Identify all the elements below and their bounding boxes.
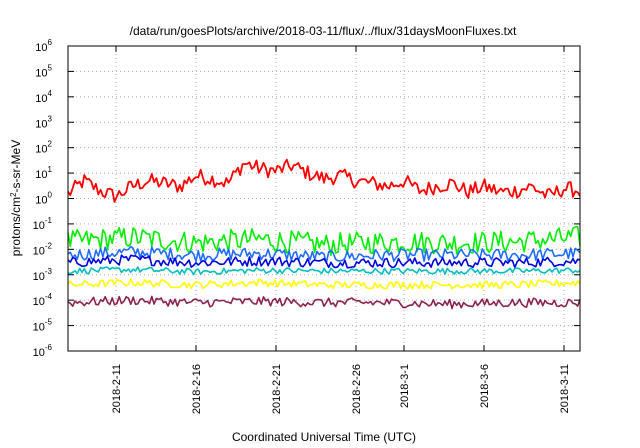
y-tick-base: 10 bbox=[35, 42, 47, 54]
y-tick-label: 100 bbox=[35, 191, 52, 207]
y-tick-base: 10 bbox=[33, 271, 45, 283]
y-tick-exponent: 3 bbox=[48, 114, 53, 123]
series-line-7 bbox=[67, 295, 581, 310]
y-tick-label: 101 bbox=[35, 165, 52, 181]
y-tick-label: 10-6 bbox=[33, 343, 53, 359]
y-tick-base: 10 bbox=[35, 67, 47, 79]
y-tick-exponent: 2 bbox=[48, 140, 53, 149]
x-tick-label: 2018-3-11 bbox=[559, 364, 571, 413]
y-tick-label: 105 bbox=[35, 63, 52, 79]
y-axis-label-superscript: 2 bbox=[9, 192, 18, 197]
y-tick-exponent: -4 bbox=[45, 292, 53, 301]
x-tick-labels: 2018-2-11 2018-2-16 2018-2-21 2018-2-26 2018… bbox=[111, 364, 571, 414]
plot-frame bbox=[67, 45, 581, 352]
y-tick-exponent: -1 bbox=[45, 216, 53, 225]
series-line-2 bbox=[67, 226, 581, 256]
y-tick-exponent: -5 bbox=[45, 318, 53, 327]
x-tick-label: 2018-2-11 bbox=[111, 364, 123, 413]
series-line-6 bbox=[67, 278, 581, 290]
y-tick-labels: 10-610-510-410-310-210-11001011021031041… bbox=[33, 38, 53, 359]
y-tick-base: 10 bbox=[33, 296, 45, 308]
y-tick-base: 10 bbox=[33, 322, 45, 334]
y-tick-exponent: -6 bbox=[45, 343, 53, 352]
y-tick-label: 103 bbox=[35, 114, 52, 130]
y-tick-base: 10 bbox=[33, 220, 45, 232]
y-tick-label: 104 bbox=[35, 89, 52, 105]
x-tick-label: 2018-2-26 bbox=[351, 364, 363, 414]
y-tick-exponent: 1 bbox=[48, 165, 53, 174]
y-tick-exponent: 5 bbox=[48, 63, 53, 72]
y-tick-base: 10 bbox=[35, 195, 47, 207]
y-tick-base: 10 bbox=[35, 169, 47, 181]
y-tick-label: 102 bbox=[35, 140, 52, 156]
y-tick-label: 10-5 bbox=[33, 318, 53, 334]
y-tick-base: 10 bbox=[35, 144, 47, 156]
y-tick-base: 10 bbox=[33, 245, 45, 257]
y-tick-exponent: -2 bbox=[45, 241, 53, 250]
series-lines bbox=[67, 158, 581, 310]
y-tick-base: 10 bbox=[35, 93, 47, 105]
y-tick-label: 10-2 bbox=[33, 241, 53, 257]
y-tick-label: 106 bbox=[35, 38, 52, 54]
y-axis-label-part-2: -s-sr-MeV bbox=[9, 140, 23, 193]
x-axis-label: Coordinated Universal Time (UTC) bbox=[232, 430, 416, 444]
y-tick-exponent: 0 bbox=[48, 191, 53, 200]
x-tick-label: 2018-2-16 bbox=[191, 364, 203, 414]
series-line-4 bbox=[67, 254, 581, 269]
series-line-5 bbox=[67, 266, 581, 276]
series-line-1 bbox=[67, 158, 581, 203]
grid bbox=[68, 45, 580, 352]
x-tick-label: 2018-3-6 bbox=[479, 364, 491, 408]
chart-title: /data/run/goesPlots/archive/2018-03-11/f… bbox=[130, 24, 517, 38]
y-axis-label-part-1: protons/cm bbox=[9, 197, 23, 256]
x-tick-label: 2018-3-1 bbox=[399, 364, 411, 408]
y-tick-exponent: 6 bbox=[48, 38, 53, 47]
y-tick-exponent: 4 bbox=[48, 89, 53, 98]
y-tick-base: 10 bbox=[33, 347, 45, 359]
y-tick-label: 10-3 bbox=[33, 267, 53, 283]
y-tick-label: 10-1 bbox=[33, 216, 53, 232]
y-axis-label: protons/cm2-s-sr-MeV bbox=[9, 140, 24, 256]
x-tick-label: 2018-2-21 bbox=[271, 364, 283, 414]
series-line-3 bbox=[67, 245, 581, 264]
y-tick-base: 10 bbox=[35, 118, 47, 130]
y-tick-exponent: -3 bbox=[45, 267, 53, 276]
y-tick-label: 10-4 bbox=[33, 292, 53, 308]
